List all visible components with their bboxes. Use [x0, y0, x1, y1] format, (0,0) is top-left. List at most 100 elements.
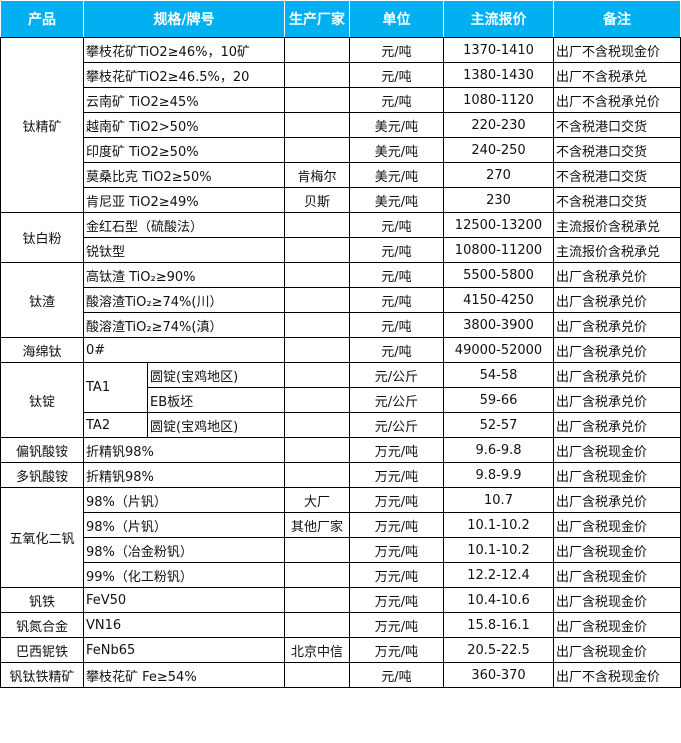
unit-cell: 元/公斤	[349, 362, 444, 388]
price-cell: 52-57	[443, 412, 554, 438]
price-cell: 15.8-16.1	[443, 612, 554, 638]
unit-cell: 万元/吨	[349, 462, 444, 488]
table-row: 海绵钛 0# 元/吨 49000-52000 出厂含税承兑价	[0, 337, 681, 363]
table-row: 攀枝花矿TiO2≥46.5%，20 元/吨 1380-1430 出厂不含税承兑	[1, 62, 681, 88]
maker-cell	[284, 562, 350, 588]
note-cell: 不含税港口交货	[553, 112, 681, 138]
product-cell: 五氧化二钒	[0, 487, 84, 588]
grade-cell: TA2	[83, 412, 148, 438]
note-cell: 不含税港口交货	[553, 162, 681, 188]
table-row: 钛白粉 金红石型（硫酸法） 元/吨 12500-13200 主流报价含税承兑	[0, 212, 681, 263]
price-cell: 9.6-9.8	[443, 437, 554, 463]
note-cell: 出厂含税承兑价	[553, 412, 681, 438]
spec-cell: 攀枝花矿 Fe≥54%	[83, 662, 285, 688]
maker-cell: 肯梅尔	[284, 162, 350, 188]
table-row: 莫桑比克 TiO2≥50% 肯梅尔 美元/吨 270 不含税港口交货	[1, 162, 681, 188]
maker-cell	[284, 87, 350, 113]
spec-cell: 圆锭(宝鸡地区)	[147, 412, 285, 438]
price-cell: 240-250	[443, 137, 554, 163]
unit-cell: 美元/吨	[349, 187, 444, 213]
note-cell: 出厂含税现金价	[553, 437, 681, 463]
note-cell: 出厂不含税承兑价	[553, 87, 681, 113]
spec-cell: 肯尼亚 TiO2≥49%	[83, 187, 285, 213]
price-cell: 220-230	[443, 112, 554, 138]
note-cell: 出厂含税现金价	[553, 512, 681, 538]
table-row: 锐钛型 元/吨 10800-11200 主流报价含税承兑	[1, 237, 681, 263]
spec-cell: 99%（化工粉钒）	[83, 562, 285, 588]
note-cell: 出厂含税承兑价	[553, 262, 681, 288]
unit-cell: 美元/吨	[349, 137, 444, 163]
unit-cell: 元/吨	[349, 62, 444, 88]
maker-cell	[284, 537, 350, 563]
price-cell: 230	[443, 187, 554, 213]
maker-cell	[284, 37, 350, 63]
maker-cell	[284, 137, 350, 163]
spec-cell: 印度矿 TiO2≥50%	[83, 137, 285, 163]
note-cell: 出厂含税承兑价	[553, 337, 681, 363]
unit-cell: 元/吨	[349, 37, 444, 63]
note-cell: 出厂不含税现金价	[553, 662, 681, 688]
unit-cell: 万元/吨	[349, 512, 444, 538]
note-cell: 不含税港口交货	[553, 187, 681, 213]
spec-cell: FeNb65	[83, 637, 285, 663]
price-cell: 1380-1430	[443, 62, 554, 88]
maker-cell	[284, 387, 350, 413]
product-cell: 钒钛铁精矿	[0, 662, 84, 688]
spec-cell: 圆锭(宝鸡地区)	[147, 362, 285, 388]
note-cell: 出厂含税现金价	[553, 462, 681, 488]
price-cell: 10800-11200	[443, 237, 554, 263]
table-row: 99%（化工粉钒） 万元/吨 12.2-12.4 出厂含税现金价	[1, 562, 681, 588]
spec-cell: 攀枝花矿TiO2≥46%，10矿	[83, 37, 285, 63]
spec-cell: VN16	[83, 612, 285, 638]
table-row: 98%（片钒） 其他厂家 万元/吨 10.1-10.2 出厂含税现金价	[1, 512, 681, 538]
unit-cell: 万元/吨	[349, 487, 444, 513]
unit-cell: 万元/吨	[349, 637, 444, 663]
note-cell: 出厂含税现金价	[553, 587, 681, 613]
maker-cell	[284, 462, 350, 488]
spec-cell: 高钛渣 TiO₂≥90%	[83, 262, 285, 288]
table-row: 钛精矿 攀枝花矿TiO2≥46%，10矿 元/吨 1370-1410 出厂不含税现金价	[0, 37, 681, 213]
spec-cell: 越南矿 TiO2>50%	[83, 112, 285, 138]
table-body: 钛精矿 攀枝花矿TiO2≥46%，10矿 元/吨 1370-1410 出厂不含税现金价攀…	[0, 37, 681, 688]
spec-cell: 莫桑比克 TiO2≥50%	[83, 162, 285, 188]
note-cell: 出厂含税现金价	[553, 562, 681, 588]
unit-cell: 元/吨	[349, 212, 444, 238]
price-cell: 20.5-22.5	[443, 637, 554, 663]
maker-cell: 贝斯	[284, 187, 350, 213]
table-row: 偏钒酸铵 折精钒98% 万元/吨 9.6-9.8 出厂含税现金价	[0, 437, 681, 463]
spec-cell: 锐钛型	[83, 237, 285, 263]
maker-cell	[284, 112, 350, 138]
note-cell: 出厂含税承兑价	[553, 487, 681, 513]
table-row: 云南矿 TiO2≥45% 元/吨 1080-1120 出厂不含税承兑价	[1, 87, 681, 113]
price-cell: 10.1-10.2	[443, 537, 554, 563]
maker-cell	[284, 237, 350, 263]
header-unit: 单位	[349, 0, 444, 38]
maker-cell	[284, 612, 350, 638]
table-row: 98%（冶金粉钒） 万元/吨 10.1-10.2 出厂含税现金价	[1, 537, 681, 563]
table-row: 钛渣 高钛渣 TiO₂≥90% 元/吨 5500-5800 出厂含税承兑价	[0, 262, 681, 338]
unit-cell: 元/吨	[349, 237, 444, 263]
header-spec: 规格/牌号	[83, 0, 285, 38]
spec-cell: 金红石型（硫酸法）	[83, 212, 285, 238]
unit-cell: 元/吨	[349, 312, 444, 338]
product-cell: 多钒酸铵	[0, 462, 84, 488]
maker-cell	[284, 337, 350, 363]
spec-cell: EB板坯	[147, 387, 285, 413]
price-cell: 270	[443, 162, 554, 188]
maker-cell	[284, 437, 350, 463]
table-row: 酸溶渣TiO₂≥74%(滇） 元/吨 3800-3900 出厂含税承兑价	[1, 312, 681, 338]
price-cell: 12500-13200	[443, 212, 554, 238]
header-row: 产品 规格/牌号 生产厂家 单位 主流报价 备注	[0, 0, 681, 38]
header-note: 备注	[553, 0, 681, 38]
table-row: 钒铁 FeV50 万元/吨 10.4-10.6 出厂含税现金价	[0, 587, 681, 613]
unit-cell: 元/吨	[349, 662, 444, 688]
table-row: 五氧化二钒 98%（片钒） 大厂 万元/吨 10.7 出厂含税承兑价	[0, 487, 681, 588]
maker-cell	[284, 287, 350, 313]
table-row: 钛锭 TA1 圆锭(宝鸡地区) 元/公斤 54-58 出厂含税承兑价	[0, 362, 681, 438]
unit-cell: 美元/吨	[349, 112, 444, 138]
note-cell: 出厂不含税承兑	[553, 62, 681, 88]
table-row: 越南矿 TiO2>50% 美元/吨 220-230 不含税港口交货	[1, 112, 681, 138]
product-cell: 钒氮合金	[0, 612, 84, 638]
maker-cell: 其他厂家	[284, 512, 350, 538]
table-row: 钒氮合金 VN16 万元/吨 15.8-16.1 出厂含税现金价	[0, 612, 681, 638]
